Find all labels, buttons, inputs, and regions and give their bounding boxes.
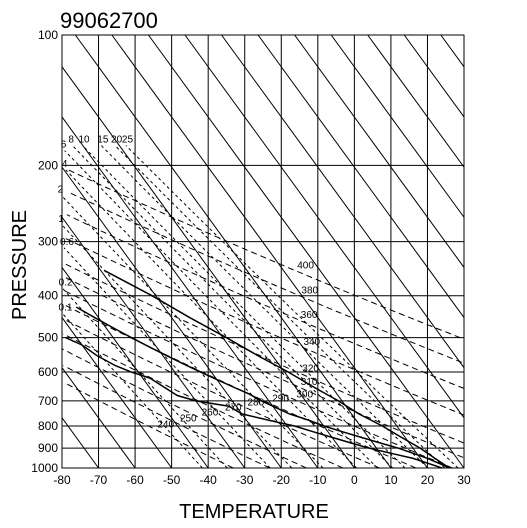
dry-adiabat-line bbox=[64, 290, 453, 469]
mixing-ratio-label: 1 bbox=[58, 214, 64, 225]
dry-adiabat-label: 320 bbox=[302, 364, 319, 375]
isotherm-line bbox=[294, 34, 465, 268]
dry-adiabat-label: 360 bbox=[301, 310, 318, 321]
mixing-ratio-label: 2 bbox=[58, 185, 64, 196]
dry-adiabat-line bbox=[62, 333, 344, 469]
dry-adiabat-label: 300 bbox=[296, 390, 313, 401]
mixing-ratio-line bbox=[64, 150, 378, 469]
y-tick-label: 900 bbox=[38, 441, 58, 455]
y-tick-label: 300 bbox=[38, 235, 58, 249]
dry-adiabat-label: 380 bbox=[301, 286, 318, 297]
mixing-ratio-label: 10 bbox=[78, 135, 90, 146]
mixing-ratio-line bbox=[61, 195, 324, 469]
dry-adiabat-line bbox=[61, 261, 464, 444]
mixing-ratio-lines bbox=[61, 145, 459, 469]
mixing-ratio-line bbox=[72, 145, 394, 469]
dry-adiabats bbox=[61, 169, 465, 469]
isotherm-line bbox=[367, 34, 465, 168]
mixing-ratio-label: 0.1 bbox=[59, 303, 73, 314]
isotherm-line bbox=[61, 417, 99, 469]
y-tick-label: 1000 bbox=[31, 461, 58, 475]
mixing-ratio-line bbox=[63, 247, 271, 469]
y-tick-label: 100 bbox=[38, 28, 58, 42]
y-tick-label: 800 bbox=[38, 419, 58, 433]
mixing-ratio-line bbox=[61, 224, 293, 469]
x-tick-label: -70 bbox=[90, 473, 108, 487]
dry-adiabat-label: 280 bbox=[248, 398, 265, 409]
dry-adiabat-line bbox=[64, 382, 234, 469]
x-tick-label: 30 bbox=[457, 473, 471, 487]
dry-adiabat-line bbox=[68, 169, 461, 339]
isotherm-line bbox=[257, 34, 465, 318]
mixing-ratio-label: 8 bbox=[68, 135, 74, 146]
x-axis: -80 -70 -60 -50 -40 -30 -20 -10 0 10 20 30 bbox=[53, 473, 471, 487]
isotherm-line bbox=[148, 34, 465, 469]
isotherm-line bbox=[184, 34, 465, 419]
isotherm-line bbox=[330, 34, 465, 218]
dry-adiabat-line bbox=[66, 214, 465, 389]
x-tick-label: 0 bbox=[351, 473, 358, 487]
dry-adiabat-line bbox=[61, 275, 464, 458]
x-tick-label: -60 bbox=[126, 473, 144, 487]
dry-adiabat-label: 250 bbox=[180, 414, 197, 425]
y-tick-label: 200 bbox=[38, 158, 58, 172]
isotherm-line bbox=[61, 216, 246, 469]
mixing-ratio-label: 0.6 bbox=[60, 237, 74, 248]
isotherm-line bbox=[403, 34, 465, 118]
dry-adiabat-line bbox=[61, 348, 307, 469]
mixing-ratio-line bbox=[125, 145, 459, 469]
mixing-ratio-label: 4 bbox=[62, 159, 68, 170]
mixing-ratio-label: 25 bbox=[122, 135, 134, 146]
mixing-ratio-label: 6 bbox=[61, 140, 67, 151]
dry-adiabat-label: 340 bbox=[303, 337, 320, 348]
isotherm-line bbox=[61, 116, 319, 469]
x-tick-label: -20 bbox=[273, 473, 291, 487]
series-line-temperature bbox=[75, 306, 450, 469]
y-axis: 100 200 300 400 500 600 700 800 900 1000 bbox=[31, 28, 58, 475]
dry-adiabat-label: 270 bbox=[225, 403, 242, 414]
x-tick-label: -80 bbox=[53, 473, 71, 487]
x-tick-label: -10 bbox=[309, 473, 327, 487]
y-tick-label: 700 bbox=[38, 394, 58, 408]
x-tick-label: -50 bbox=[163, 473, 181, 487]
mixing-ratio-line bbox=[65, 169, 357, 469]
mixing-ratio-line bbox=[82, 145, 406, 469]
dry-adiabat-label: 260 bbox=[202, 408, 219, 419]
mixing-ratio-line bbox=[62, 313, 203, 469]
mixing-ratio-label: 15 bbox=[97, 135, 109, 146]
mixing-ratio-label: 20 bbox=[111, 135, 123, 146]
dry-adiabat-line bbox=[63, 365, 271, 469]
dry-adiabat-label: 400 bbox=[297, 261, 314, 272]
mixing-ratio-label: 0.2 bbox=[59, 278, 73, 289]
y-tick-label: 400 bbox=[38, 289, 58, 303]
series-line-dewpoint bbox=[65, 337, 443, 469]
dry-adiabat-label: 240 bbox=[157, 420, 174, 431]
isotherm-line bbox=[440, 34, 465, 68]
isotherm-line bbox=[221, 34, 465, 369]
series-line-parcel bbox=[104, 269, 450, 469]
dry-adiabat-line bbox=[65, 237, 465, 416]
chart-title: 99062700 bbox=[60, 8, 158, 33]
y-tick-label: 500 bbox=[38, 331, 58, 345]
dry-adiabat-label: 310 bbox=[301, 377, 318, 388]
sounding-series bbox=[65, 269, 450, 469]
x-tick-label: -30 bbox=[236, 473, 254, 487]
isotherm-line bbox=[61, 267, 209, 469]
dry-adiabat-label: 290 bbox=[272, 394, 289, 405]
isotherm-line bbox=[61, 66, 355, 469]
x-tick-label: 10 bbox=[384, 473, 398, 487]
dry-adiabat-line bbox=[67, 191, 462, 363]
isotherm-line bbox=[61, 367, 136, 469]
isotherm-line bbox=[61, 166, 282, 469]
x-axis-title: TEMPERATURE bbox=[179, 501, 329, 523]
x-tick-label: -40 bbox=[200, 473, 218, 487]
plot-frame bbox=[61, 34, 465, 469]
line-labels: 360 340 320 300 280 260 240 250 270 290 310 380 400 0… bbox=[58, 135, 321, 431]
y-axis-title: PRESSURE bbox=[9, 210, 31, 320]
isotherm-line bbox=[111, 34, 428, 469]
y-tick-label: 600 bbox=[38, 365, 58, 379]
x-tick-label: 20 bbox=[421, 473, 435, 487]
